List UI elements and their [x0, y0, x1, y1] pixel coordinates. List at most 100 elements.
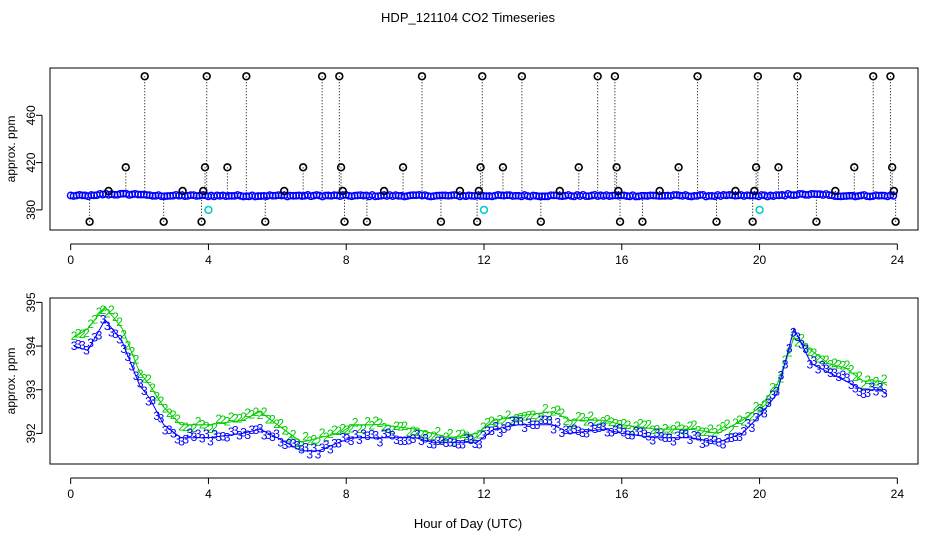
series-3-point: 3 [699, 437, 706, 451]
series-3-point: 3 [195, 427, 202, 441]
series-2-point: 2 [459, 427, 466, 441]
series-2-point: 2 [583, 415, 590, 429]
series-3-point: 3 [211, 427, 218, 441]
series-2-point: 2 [782, 353, 789, 367]
series-2-point: 2 [542, 402, 549, 416]
series-2-point: 2 [745, 409, 752, 423]
series-3-point: 3 [649, 434, 656, 448]
top-flagged-point [379, 186, 389, 196]
series-2-point: 2 [509, 415, 516, 429]
series-2-point: 2 [389, 423, 396, 437]
top-flagged-point [891, 217, 900, 226]
series-2-point: 2 [869, 376, 876, 390]
series-3-point: 3 [257, 422, 264, 436]
series-2-point: 2 [815, 351, 822, 365]
top-flagged-point [197, 217, 206, 226]
series-2-point: 2 [621, 417, 628, 431]
series-2-point: 2 [612, 417, 619, 431]
top-flagged-point [889, 186, 899, 196]
series-3-point: 3 [554, 416, 561, 430]
series-3-point: 3 [707, 433, 714, 447]
series-2-point: 2 [844, 358, 851, 372]
series-3-point: 3 [306, 447, 313, 461]
series-2-point: 2 [827, 357, 834, 371]
series-3-point: 3 [612, 423, 619, 437]
series-2-point: 2 [368, 419, 375, 433]
series-2-point: 2 [678, 422, 685, 436]
series-3-point: 3 [616, 422, 623, 436]
top-flagged-point [417, 72, 427, 81]
top-flagged-point [774, 163, 783, 172]
top-flagged-point [336, 163, 346, 172]
series-3-point: 3 [451, 436, 458, 450]
series-3-point: 3 [480, 429, 487, 443]
series-3-line [73, 318, 888, 452]
series-3-point: 3 [360, 427, 367, 441]
series-3-point: 3 [881, 387, 888, 401]
series-2-point: 2 [311, 433, 318, 447]
series-2-point: 2 [100, 303, 107, 317]
bottom-plot-frame [49, 297, 919, 465]
top-panel: 380 420 460 0 4 8 12 16 20 24 approx. ppm [4, 67, 919, 267]
series-3-point: 3 [389, 428, 396, 442]
top-flagged-point [159, 217, 168, 226]
series-2-point: 2 [356, 422, 363, 436]
series-2-point: 2 [249, 407, 256, 421]
series-3-point: 3 [174, 432, 181, 446]
series-2-point: 2 [716, 422, 723, 436]
series-3-point: 3 [141, 384, 148, 398]
series-3-point: 3 [567, 424, 574, 438]
top-flagged-point [753, 72, 763, 81]
top-x-tick-label: 16 [615, 253, 629, 267]
series-2-point: 2 [596, 417, 603, 431]
series-2-point: 2 [373, 414, 380, 428]
series-3-point: 3 [401, 434, 408, 448]
series-3-point: 3 [728, 431, 735, 445]
series-3-point: 3 [393, 433, 400, 447]
series-3-point: 3 [377, 435, 384, 449]
series-2-point: 2 [211, 421, 218, 435]
series-2-point: 2 [633, 419, 640, 433]
series-3-point: 3 [860, 387, 867, 401]
series-3-point: 3 [658, 429, 665, 443]
series-3-point: 3 [182, 432, 189, 446]
top-flagged-point [140, 72, 149, 81]
series-3-point: 3 [166, 423, 173, 437]
series-3-point: 3 [108, 325, 115, 339]
series-2-point: 2 [339, 422, 346, 436]
series-3-point: 3 [782, 357, 789, 371]
series-2-point: 2 [348, 422, 355, 436]
top-flagged-point [436, 217, 446, 226]
series-3-point: 3 [335, 436, 342, 450]
series-2-point: 2 [327, 427, 334, 441]
series-3-point: 3 [654, 426, 661, 440]
series-2-point: 2 [736, 413, 743, 427]
series-2-point: 2 [468, 432, 475, 446]
series-3-point: 3 [344, 432, 351, 446]
series-2-point: 2 [674, 419, 681, 433]
series-3-point: 3 [575, 424, 582, 438]
series-2-point: 2 [488, 414, 495, 428]
series-3-point: 3 [740, 425, 747, 439]
series-2-point: 2 [397, 420, 404, 434]
top-main-series [66, 189, 898, 201]
series-2-point: 2 [116, 315, 123, 329]
series-3-point: 3 [406, 434, 413, 448]
series-2-point: 2 [269, 412, 276, 426]
series-3-point: 3 [579, 426, 586, 440]
series-3-point: 3 [410, 432, 417, 446]
series-3-point: 3 [472, 437, 479, 451]
series-3-point: 3 [645, 430, 652, 444]
series-3-point: 3 [835, 370, 842, 384]
series-2-point: 2 [641, 418, 648, 432]
series-3-point: 3 [811, 354, 818, 368]
top-flagged-point [362, 217, 372, 226]
series-3-point: 3 [703, 435, 710, 449]
series-2-point: 2 [534, 411, 541, 425]
bottom-y-tick-label: 394 [24, 336, 38, 356]
top-flagged-point [478, 72, 487, 81]
series-3-point: 3 [83, 343, 90, 357]
series-3-point: 3 [546, 414, 553, 428]
